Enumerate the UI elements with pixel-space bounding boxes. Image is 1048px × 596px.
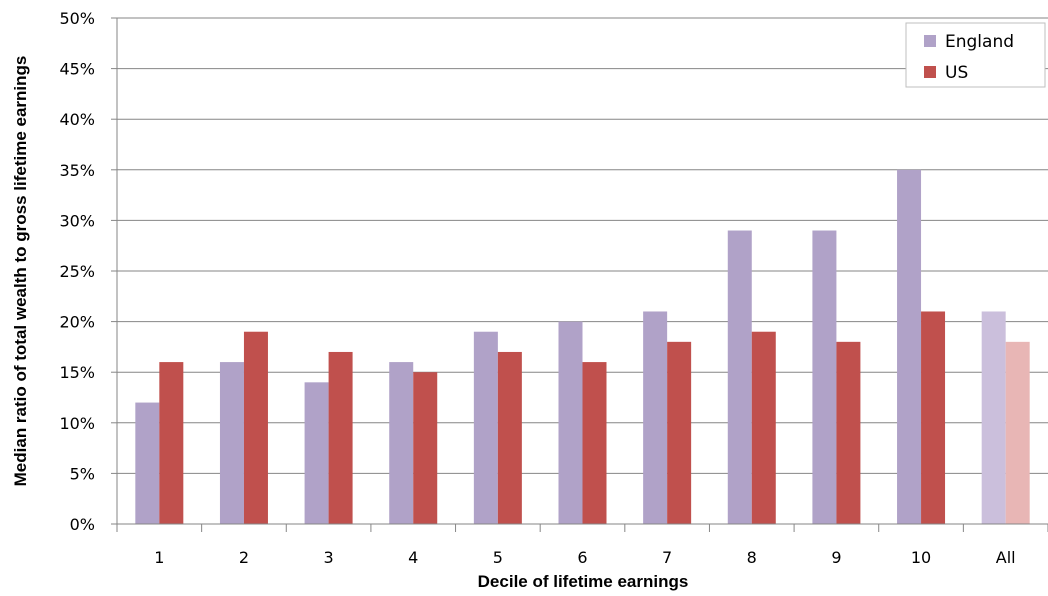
y-tick-label: 40% bbox=[59, 110, 95, 129]
x-tick-label: 7 bbox=[662, 548, 672, 567]
bar-england-10 bbox=[897, 169, 922, 525]
y-tick-label: 5% bbox=[70, 464, 95, 483]
bar-us-10 bbox=[921, 311, 946, 524]
bar-england-all bbox=[981, 311, 1006, 524]
x-tick-label: All bbox=[996, 548, 1016, 567]
bar-england-8 bbox=[727, 230, 752, 524]
bar-england-2 bbox=[219, 362, 244, 524]
bar-england-6 bbox=[558, 321, 583, 524]
bar-us-all bbox=[1005, 341, 1030, 524]
bar-us-8 bbox=[751, 331, 776, 524]
x-axis-title: Decile of lifetime earnings bbox=[478, 572, 689, 591]
legend-swatch-us bbox=[924, 66, 936, 78]
x-tick-label: 8 bbox=[747, 548, 757, 567]
y-tick-label: 15% bbox=[59, 363, 95, 382]
bar-us-3 bbox=[328, 351, 353, 524]
bar-england-3 bbox=[304, 382, 329, 524]
axes bbox=[116, 18, 1048, 525]
bar-us-1 bbox=[159, 362, 184, 524]
bar-us-4 bbox=[413, 372, 438, 524]
bar-us-6 bbox=[582, 362, 607, 524]
bar-england-4 bbox=[389, 362, 414, 524]
bar-england-7 bbox=[643, 311, 668, 524]
y-axis-title: Median ratio of total wealth to gross li… bbox=[11, 56, 30, 487]
y-tick-label: 0% bbox=[70, 515, 95, 534]
y-tick-label: 45% bbox=[59, 60, 95, 79]
bar-us-7 bbox=[667, 341, 692, 524]
bar-us-2 bbox=[243, 331, 268, 524]
y-tick-label: 35% bbox=[59, 161, 95, 180]
bar-us-5 bbox=[497, 351, 522, 524]
y-tick-label: 50% bbox=[59, 9, 95, 28]
x-tick-labels: 1 2 3 4 5 6 7 8 9 10 All bbox=[154, 548, 1015, 567]
y-tick-labels: 0% 5% 10% 15% 20% 25% 30% 35% 40% 45% 50% bbox=[59, 9, 95, 534]
y-tick-label: 25% bbox=[59, 262, 95, 281]
x-tick-label: 9 bbox=[831, 548, 841, 567]
bar-england-9 bbox=[812, 230, 837, 524]
x-tick-label: 3 bbox=[323, 548, 333, 567]
bar-england-1 bbox=[135, 402, 160, 524]
legend-label-us: US bbox=[945, 63, 968, 83]
bars bbox=[135, 169, 1030, 525]
x-tick-label: 2 bbox=[239, 548, 249, 567]
legend-label-england: England bbox=[945, 32, 1014, 52]
y-tick-label: 30% bbox=[59, 211, 95, 230]
x-tick-label: 5 bbox=[493, 548, 503, 567]
x-tick-label: 4 bbox=[408, 548, 418, 567]
y-tick-label: 20% bbox=[59, 313, 95, 332]
x-tick-label: 1 bbox=[154, 548, 164, 567]
legend-swatch-england bbox=[924, 35, 936, 47]
legend: England US bbox=[905, 22, 1046, 88]
bar-us-9 bbox=[836, 341, 861, 524]
y-tick-label: 10% bbox=[59, 414, 95, 433]
x-tick-label: 10 bbox=[911, 548, 931, 567]
bar-england-5 bbox=[473, 331, 498, 524]
x-tick-label: 6 bbox=[577, 548, 587, 567]
